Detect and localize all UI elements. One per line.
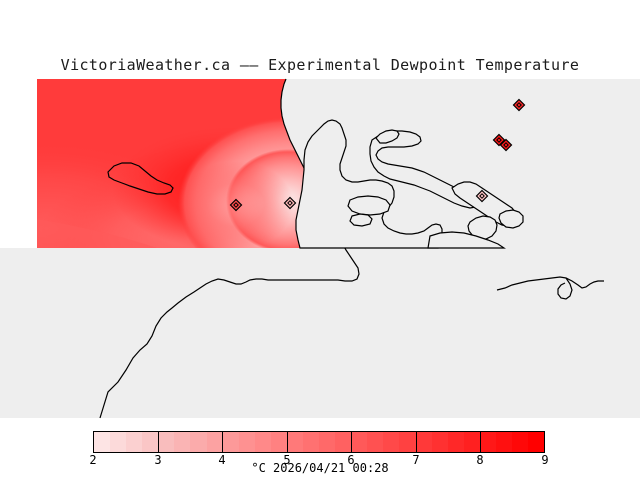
colorbar-swatch: [528, 432, 545, 452]
colorbar-tick-label: 9: [541, 453, 549, 467]
page-title: VictoriaWeather.ca —— Experimental Dewpo…: [60, 56, 580, 74]
colorbar-tick-label: 6: [347, 453, 355, 467]
colorbar-swatch: [399, 432, 416, 452]
colorbar-swatch: [367, 432, 384, 452]
colorbar-caption: °C 2026/04/21 00:28: [251, 461, 389, 475]
colorbar-swatch: [142, 432, 159, 452]
colorbar-swatch: [431, 432, 448, 452]
colorbar-tick: [158, 431, 159, 453]
colorbar-swatch: [495, 432, 513, 452]
colorbar-tick-label: 2: [89, 453, 97, 467]
colorbar-swatch: [222, 432, 239, 452]
colorbar-swatch: [126, 432, 143, 452]
colorbar-swatch: [335, 432, 352, 452]
colorbar-swatch: [174, 432, 191, 452]
colorbar: 2 3 4 5 6 7 8 9: [89, 431, 549, 467]
contour-field: [37, 79, 604, 248]
colorbar-tick: [222, 431, 223, 453]
colorbar-tick-label: 8: [476, 453, 484, 467]
colorbar-tick-label: 3: [154, 453, 162, 467]
colorbar-swatch: [238, 432, 255, 452]
colorbar-tick-label: 5: [283, 453, 291, 467]
colorbar-swatch: [206, 432, 223, 452]
colorbar-ticks: [93, 431, 545, 453]
colorbar-swatch: [94, 432, 111, 452]
land-backdrop: [0, 248, 640, 418]
colorbar-swatch: [319, 432, 336, 452]
colorbar-tick: [480, 431, 481, 453]
colorbar-swatch: [270, 432, 287, 452]
colorbar-swatch: [351, 432, 368, 452]
colorbar-swatch: [190, 432, 207, 452]
colorbar-swatch: [286, 432, 304, 452]
colorbar-tick-label: 4: [218, 453, 226, 467]
colorbar-swatch: [447, 432, 464, 452]
colorbar-swatch: [158, 432, 175, 452]
colorbar-tick-label: 7: [412, 453, 420, 467]
colorbar-swatch: [463, 432, 480, 452]
colorbar-swatch: [479, 432, 496, 452]
colorbar-tick: [351, 431, 352, 453]
colorbar-swatch: [303, 432, 320, 452]
colorbar-swatch: [110, 432, 127, 452]
colorbar-swatch: [254, 432, 271, 452]
colorbar-gradient: [93, 431, 545, 453]
colorbar-tick-labels: 2 3 4 5 6 7 8 9: [89, 453, 549, 469]
colorbar-swatch: [415, 432, 432, 452]
colorbar-swatch: [383, 432, 400, 452]
land-backdrop-right-margin: [604, 248, 640, 418]
colorbar-tick: [416, 431, 417, 453]
colorbar-swatch: [512, 432, 529, 452]
colorbar-tick: [287, 431, 288, 453]
